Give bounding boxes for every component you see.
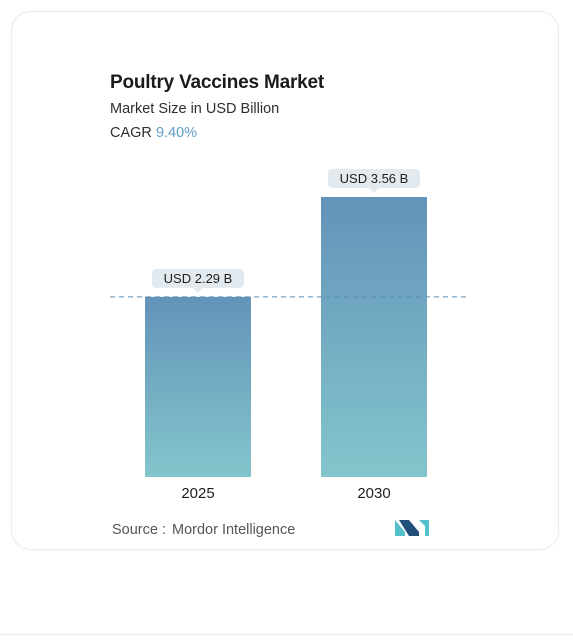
source-line: Source : Mordor Intelligence (112, 522, 295, 538)
logo-middle-stroke (399, 520, 419, 536)
cagr-label: CAGR (110, 125, 152, 141)
value-label-pointer (193, 287, 203, 293)
logo-left-stroke (395, 520, 405, 536)
value-label: USD 2.29 B (164, 271, 233, 286)
value-label: USD 3.56 B (340, 171, 409, 186)
category-label: 2025 (181, 485, 214, 502)
cagr-line: CAGR 9.40% (110, 125, 197, 141)
source-label: Source : (112, 522, 166, 538)
bar-2030 (321, 197, 427, 477)
value-label-bg (328, 169, 420, 188)
value-label-pointer (369, 188, 379, 193)
chart-title: Poultry Vaccines Market (110, 72, 325, 93)
mordor-intelligence-logo (395, 520, 429, 536)
category-label: 2030 (357, 485, 390, 502)
bar-2025 (145, 296, 251, 477)
chart-subtitle: Market Size in USD Billion (110, 101, 280, 117)
source-name: Mordor Intelligence (172, 522, 296, 538)
cagr-value: 9.40% (155, 125, 198, 141)
value-label-bg (152, 268, 244, 288)
divider (0, 634, 573, 635)
logo-right-stroke (419, 520, 429, 536)
chart-card (11, 11, 559, 550)
